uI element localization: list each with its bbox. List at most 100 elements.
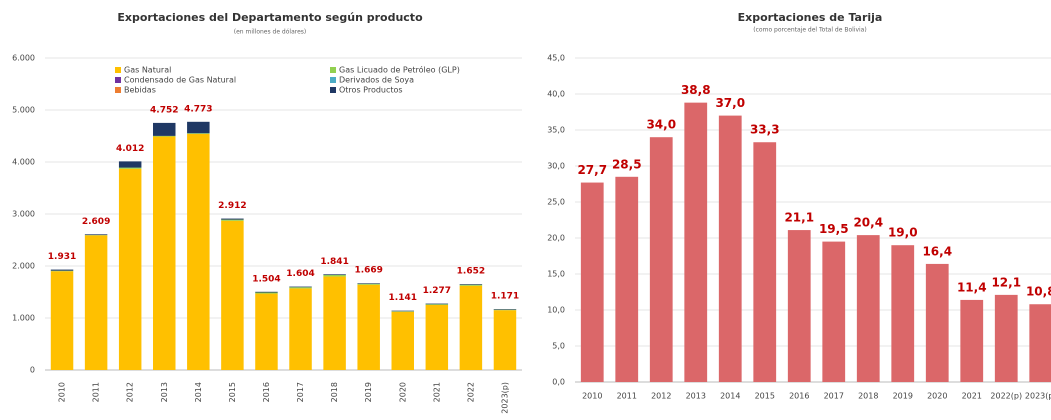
- x-tick-label: 2011: [92, 382, 101, 402]
- bar-segment: [255, 292, 277, 293]
- value-label: 27,7: [577, 163, 607, 177]
- bar-segment: [426, 304, 448, 305]
- bar-segment: [357, 285, 379, 370]
- y-tick-label: 45,0: [547, 54, 565, 63]
- value-label: 11,4: [957, 280, 987, 294]
- bar-segment: [255, 293, 277, 294]
- bar: [960, 300, 983, 382]
- total-label: 2.912: [218, 201, 246, 211]
- y-tick-label: 10,0: [547, 306, 565, 315]
- y-tick-label: 3.000: [12, 210, 35, 219]
- bar: [684, 103, 707, 382]
- x-tick-label: 2010: [58, 382, 67, 402]
- bar-segment: [153, 137, 175, 370]
- x-tick-label: 2016: [789, 392, 809, 401]
- total-label: 2.609: [82, 217, 110, 227]
- y-tick-label: 15,0: [547, 270, 565, 279]
- x-tick-label: 2010: [582, 392, 602, 401]
- y-tick-label: 30,0: [547, 162, 565, 171]
- x-tick-label: 2012: [126, 382, 135, 402]
- bar-segment: [187, 134, 209, 370]
- chart-title: Exportaciones de Tarija: [738, 11, 883, 24]
- x-tick-label: 2021: [962, 392, 982, 401]
- total-label: 1.604: [286, 269, 314, 279]
- x-tick-label: 2021: [432, 382, 441, 402]
- bar-segment: [426, 304, 448, 305]
- legend-swatch: [115, 87, 121, 93]
- bar-segment: [392, 311, 414, 312]
- y-tick-label: 4.000: [12, 158, 35, 167]
- bar-segment: [460, 286, 482, 370]
- x-tick-label: 2022: [466, 382, 475, 402]
- y-tick-label: 0: [30, 366, 35, 375]
- y-tick-label: 0,0: [552, 378, 565, 387]
- x-tick-label: 2014: [194, 382, 203, 402]
- x-tick-label: 2014: [720, 392, 740, 401]
- x-tick-label: 2016: [262, 382, 271, 402]
- x-tick-label: 2023(p): [500, 382, 509, 414]
- legend-swatch: [115, 67, 121, 73]
- bar: [995, 295, 1018, 382]
- total-label: 1.141: [389, 293, 417, 303]
- bar-segment: [51, 271, 73, 370]
- total-label: 1.504: [252, 274, 280, 284]
- bar-segment: [357, 283, 379, 284]
- legend-swatch: [330, 67, 336, 73]
- total-label: 1.652: [457, 267, 485, 277]
- x-tick-label: 2020: [398, 382, 407, 402]
- x-tick-label: 2019: [893, 392, 913, 401]
- legend-label: Derivados de Soya: [339, 76, 414, 85]
- x-tick-label: 2022(p): [990, 392, 1022, 401]
- bar-segment: [187, 122, 209, 133]
- legend-label: Condensado de Gas Natural: [124, 76, 236, 85]
- legend-label: Gas Natural: [124, 66, 171, 75]
- bar-segment: [426, 305, 448, 370]
- y-tick-label: 35,0: [547, 126, 565, 135]
- x-tick-label: 2012: [651, 392, 671, 401]
- total-label: 1.931: [48, 252, 76, 262]
- bar: [615, 177, 638, 382]
- value-label: 20,4: [853, 216, 883, 230]
- bar-segment: [323, 276, 345, 370]
- bar: [822, 242, 845, 382]
- value-label: 33,3: [750, 123, 780, 137]
- x-tick-label: 2013: [686, 392, 706, 401]
- bar-segment: [51, 271, 73, 272]
- bar: [788, 230, 811, 382]
- x-tick-label: 2017: [296, 382, 305, 402]
- bar: [891, 245, 914, 382]
- value-label: 37,0: [715, 96, 745, 110]
- chart-subtitle: (como porcentaje del Total de Bolivia): [753, 27, 866, 34]
- y-tick-label: 40,0: [547, 90, 565, 99]
- bar-segment: [221, 221, 243, 370]
- value-label: 34,0: [646, 118, 676, 132]
- value-label: 38,8: [681, 83, 711, 97]
- bar-segment: [494, 310, 516, 311]
- y-tick-label: 20,0: [547, 234, 565, 243]
- x-tick-label: 2011: [617, 392, 637, 401]
- bar-segment: [289, 287, 311, 288]
- y-tick-label: 5.000: [12, 106, 35, 115]
- legend-label: Otros Productos: [339, 86, 403, 95]
- total-label: 1.669: [354, 266, 382, 276]
- bar-segment: [460, 284, 482, 285]
- legend-label: Gas Licuado de Petróleo (GLP): [339, 65, 460, 75]
- y-tick-label: 25,0: [547, 198, 565, 207]
- bar-segment: [187, 133, 209, 134]
- value-label: 16,4: [922, 244, 952, 258]
- bar-segment: [460, 285, 482, 286]
- value-label: 19,5: [819, 222, 849, 236]
- value-label: 12,1: [991, 275, 1021, 289]
- x-tick-label: 2018: [858, 392, 878, 401]
- total-label: 4.752: [150, 105, 178, 115]
- x-tick-label: 2015: [228, 382, 237, 402]
- bar-segment: [119, 169, 141, 370]
- bar: [753, 142, 776, 382]
- x-tick-label: 2020: [927, 392, 947, 401]
- value-label: 10,8: [1026, 285, 1051, 299]
- total-label: 1.841: [320, 257, 348, 267]
- bar: [926, 264, 949, 382]
- bar-segment: [153, 136, 175, 137]
- bar-segment: [357, 284, 379, 285]
